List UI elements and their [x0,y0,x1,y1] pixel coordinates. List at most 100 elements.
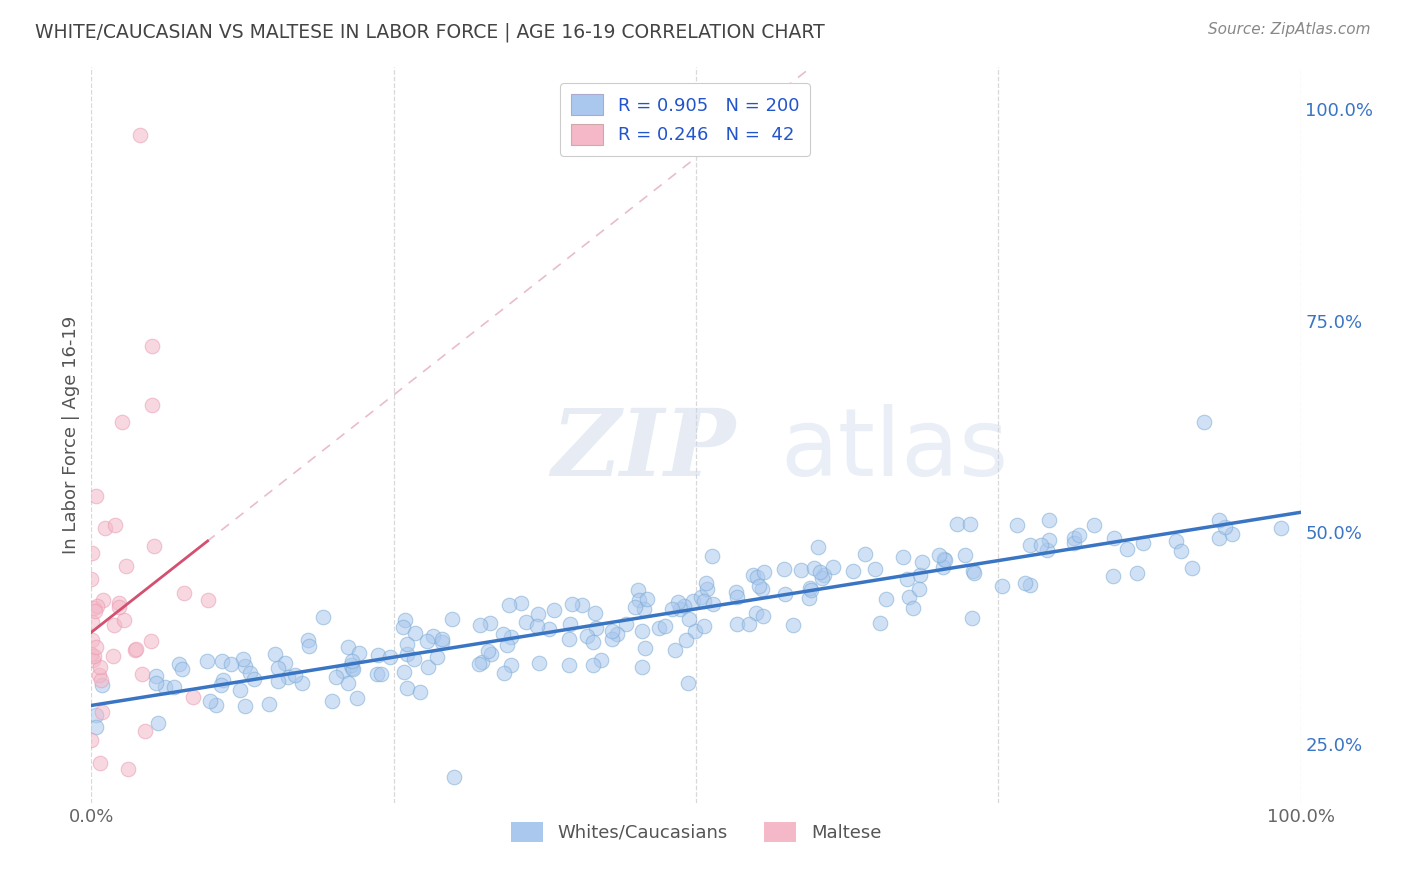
Point [898,591,921,605]
Point [479,615,502,630]
Point [80,732,103,747]
Point [91,705,114,719]
Point [869,615,891,630]
Point [1063,536,1085,550]
Point [395,648,418,662]
Point [89,756,111,770]
Point [946,516,969,531]
Point [1181,560,1204,574]
Point [83,601,105,615]
Point [696,582,718,597]
Point [510,596,533,610]
Point [370,666,392,681]
Point [515,615,537,629]
Point [931,559,953,574]
Point [108,600,131,615]
Point [527,656,550,670]
Point [404,652,426,666]
Point [790,562,813,576]
Point [82,653,104,667]
Point [84,708,107,723]
Point [631,659,654,673]
Point [422,629,444,643]
Point [561,598,583,612]
Point [440,612,463,626]
Point [1083,518,1105,533]
Point [167,657,190,671]
Point [752,566,775,580]
Point [284,667,307,681]
Point [682,593,704,607]
Point [934,552,956,566]
Point [80,648,103,662]
Point [908,567,931,582]
Point [340,657,363,672]
Point [90,673,112,687]
Point [907,582,929,596]
Point [693,618,716,632]
Point [148,716,170,731]
Point [128,128,150,142]
Point [80,573,103,587]
Point [1036,543,1059,558]
Point [581,634,603,648]
Point [89,668,111,682]
Point [1014,576,1036,591]
Point [700,549,723,563]
Point [624,599,647,614]
Point [416,633,439,648]
Point [380,649,402,664]
Point [290,675,312,690]
Point [430,635,453,649]
Point [443,771,465,785]
Point [689,590,711,604]
Point [648,621,671,635]
Point [409,684,432,698]
Point [752,608,775,623]
Point [125,642,148,657]
Point [589,653,612,667]
Point [233,699,256,714]
Point [170,662,193,676]
Point [477,644,499,658]
Point [332,664,354,678]
Point [896,573,918,587]
Point [84,640,107,655]
Point [1067,527,1090,541]
Point [675,633,697,648]
Point [243,672,266,686]
Point [673,599,696,613]
Point [934,552,956,566]
Point [990,579,1012,593]
Point [134,724,156,739]
Point [773,562,796,576]
Point [1208,513,1230,527]
Point [124,643,146,657]
Point [84,604,107,618]
Point [727,617,749,632]
Point [499,630,522,644]
Text: WHITE/CAUCASIAN VS MALTESE IN LABOR FORCE | AGE 16-19 CORRELATION CHART: WHITE/CAUCASIAN VS MALTESE IN LABOR FORC… [35,22,825,42]
Point [266,674,288,689]
Point [394,613,416,627]
Point [842,564,865,578]
Point [1164,533,1187,548]
Text: ZIP: ZIP [551,405,735,494]
Point [211,654,233,668]
Text: Source: ZipAtlas.com: Source: ZipAtlas.com [1208,22,1371,37]
Point [115,559,138,574]
Point [336,640,359,654]
Point [614,616,637,631]
Point [725,585,748,599]
Point [962,566,984,581]
Y-axis label: In Labor Force | Age 16-19: In Labor Force | Age 16-19 [62,316,80,554]
Point [394,665,416,679]
Point [232,651,254,665]
Point [745,570,768,584]
Point [468,657,491,671]
Point [748,579,770,593]
Point [606,626,628,640]
Point [499,658,522,673]
Point [84,720,107,734]
Point [891,549,914,564]
